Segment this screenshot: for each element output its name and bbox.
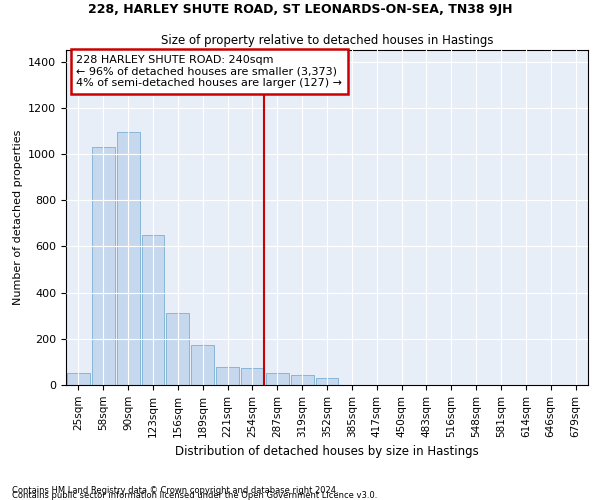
Bar (92, 147, 115, 385)
Bar (241, 368, 264, 385)
Title: Size of property relative to detached houses in Hastings: Size of property relative to detached ho… (161, 34, 493, 48)
X-axis label: Distribution of detached houses by size in Hastings: Distribution of detached houses by size … (175, 445, 479, 458)
Bar (117, 132, 140, 385)
Bar (216, 366, 239, 385)
Bar (266, 374, 289, 385)
Text: 228 HARLEY SHUTE ROAD: 240sqm
← 96% of detached houses are smaller (3,373)
4% of: 228 HARLEY SHUTE ROAD: 240sqm ← 96% of d… (76, 55, 343, 88)
Text: 228, HARLEY SHUTE ROAD, ST LEONARDS-ON-SEA, TN38 9JH: 228, HARLEY SHUTE ROAD, ST LEONARDS-ON-S… (88, 2, 512, 16)
Bar (166, 314, 189, 385)
Y-axis label: Number of detached properties: Number of detached properties (13, 130, 23, 305)
Bar (67, 374, 90, 385)
Text: Contains public sector information licensed under the Open Government Licence v3: Contains public sector information licen… (12, 491, 377, 500)
Bar (142, 235, 164, 385)
Bar (191, 344, 214, 385)
Text: Contains HM Land Registry data © Crown copyright and database right 2024.: Contains HM Land Registry data © Crown c… (12, 486, 338, 495)
Bar (291, 374, 314, 385)
Bar (316, 378, 338, 385)
